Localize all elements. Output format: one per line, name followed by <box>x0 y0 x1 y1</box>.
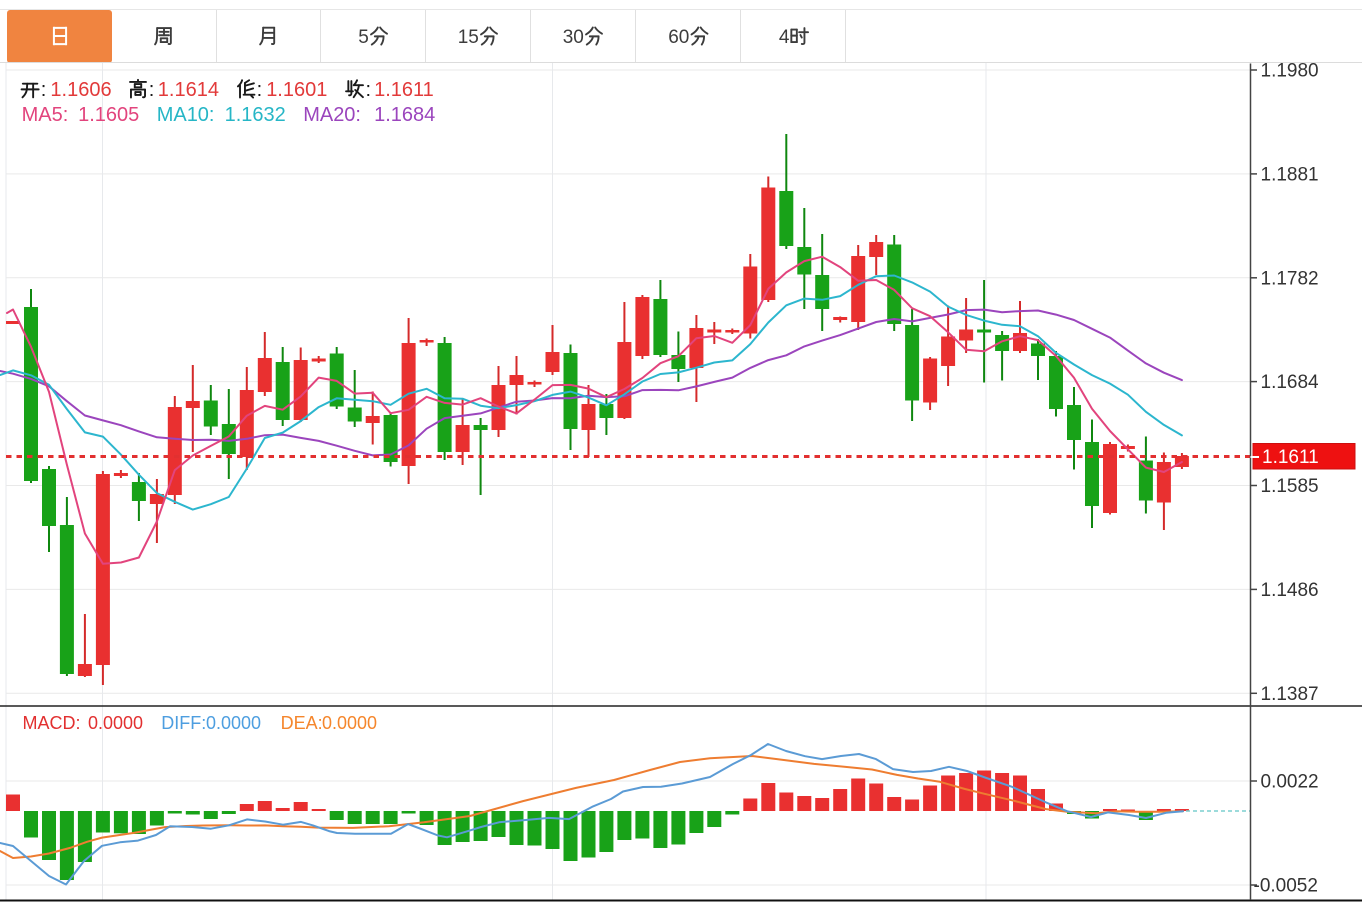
svg-text:1.1980: 1.1980 <box>1261 61 1319 82</box>
svg-text:1.1632: 1.1632 <box>225 104 286 126</box>
svg-text:30: 30 <box>563 27 584 48</box>
svg-text:1.1881: 1.1881 <box>1261 164 1319 185</box>
svg-text:1.1611: 1.1611 <box>374 79 434 101</box>
svg-text:0.0000: 0.0000 <box>206 713 261 733</box>
svg-text:5: 5 <box>358 27 369 48</box>
svg-text:1.1684: 1.1684 <box>374 104 435 126</box>
svg-text::: : <box>366 79 372 101</box>
svg-text:1.1611: 1.1611 <box>1262 447 1319 468</box>
svg-text:4: 4 <box>779 27 790 48</box>
svg-text:1.1684: 1.1684 <box>1261 372 1320 393</box>
svg-text:1.1614: 1.1614 <box>158 79 219 101</box>
svg-text:1.1782: 1.1782 <box>1261 268 1319 289</box>
svg-text::: : <box>41 79 47 101</box>
svg-text::: : <box>149 79 155 101</box>
svg-text::: : <box>257 79 263 101</box>
svg-text:1.1601: 1.1601 <box>266 79 327 101</box>
svg-text:0.0000: 0.0000 <box>322 713 377 733</box>
svg-text:DIFF:: DIFF: <box>161 713 206 733</box>
svg-text:DEA:: DEA: <box>281 713 323 733</box>
svg-text:1.1387: 1.1387 <box>1261 684 1319 705</box>
svg-text:0.0000: 0.0000 <box>88 713 143 733</box>
svg-text:MA10:: MA10: <box>157 104 215 126</box>
svg-text:MACD:: MACD: <box>23 713 81 733</box>
svg-text:1.1486: 1.1486 <box>1261 580 1319 601</box>
svg-text:0.0022: 0.0022 <box>1261 772 1319 793</box>
svg-text:1.1585: 1.1585 <box>1261 476 1319 497</box>
svg-text:MA20:: MA20: <box>303 104 361 126</box>
svg-text:1.1605: 1.1605 <box>78 104 139 126</box>
svg-text:15: 15 <box>458 27 479 48</box>
svg-text:60: 60 <box>668 27 689 48</box>
svg-text:MA5:: MA5: <box>22 104 69 126</box>
svg-text:1.1606: 1.1606 <box>50 79 111 101</box>
svg-text:-0.0052: -0.0052 <box>1254 876 1318 897</box>
